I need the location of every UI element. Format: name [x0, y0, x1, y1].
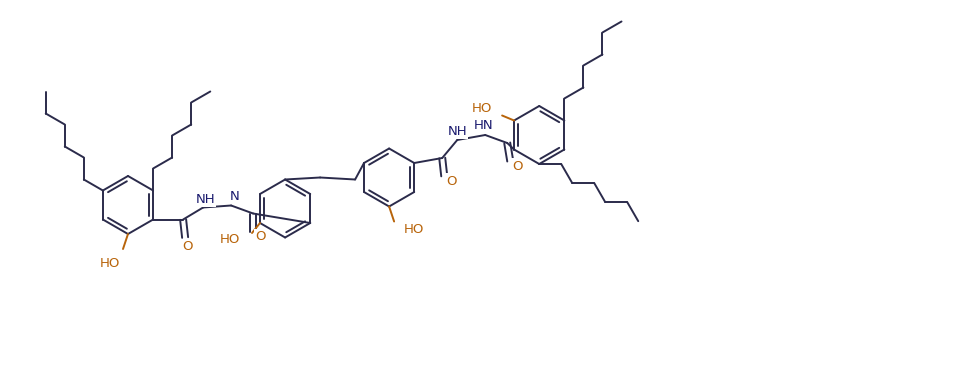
Text: O: O — [446, 174, 456, 187]
Text: HO: HO — [472, 102, 492, 115]
Text: HO: HO — [219, 232, 240, 246]
Text: O: O — [182, 240, 192, 253]
Text: HN: HN — [474, 119, 493, 131]
Text: O: O — [512, 160, 523, 173]
Text: HO: HO — [99, 257, 120, 270]
Text: NH: NH — [448, 125, 467, 138]
Text: O: O — [254, 230, 265, 243]
Text: N: N — [230, 190, 240, 203]
Text: HO: HO — [404, 223, 424, 236]
Text: NH: NH — [195, 193, 214, 206]
